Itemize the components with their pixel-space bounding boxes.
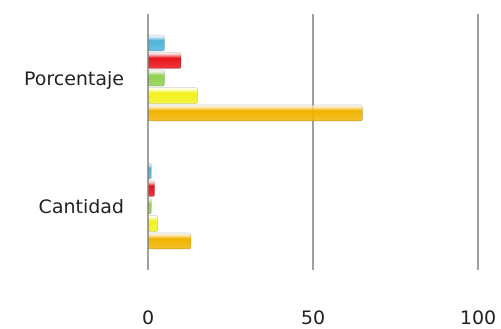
bar-cantidad-s4 (147, 215, 159, 232)
x-tick-label-50: 50 (301, 307, 325, 329)
bar-porcentaje-s5 (147, 104, 363, 122)
gridlines (312, 14, 479, 270)
bar-cantidad-s5 (147, 232, 192, 250)
x-tick-label-0: 0 (142, 307, 154, 329)
category-label-cantidad: Cantidad (39, 196, 124, 218)
bar-porcentaje-s3 (147, 69, 165, 87)
bars (147, 34, 363, 250)
x-tick-labels: 0 50 100 (142, 307, 496, 329)
bar-cantidad-s2 (147, 180, 155, 197)
category-labels: Porcentaje Cantidad (24, 68, 124, 218)
bar-porcentaje-s1 (147, 34, 165, 52)
bar-porcentaje-s4 (147, 87, 198, 104)
x-tick-label-100: 100 (460, 307, 496, 329)
category-label-porcentaje: Porcentaje (24, 68, 124, 90)
bar-porcentaje-s2 (147, 52, 182, 69)
